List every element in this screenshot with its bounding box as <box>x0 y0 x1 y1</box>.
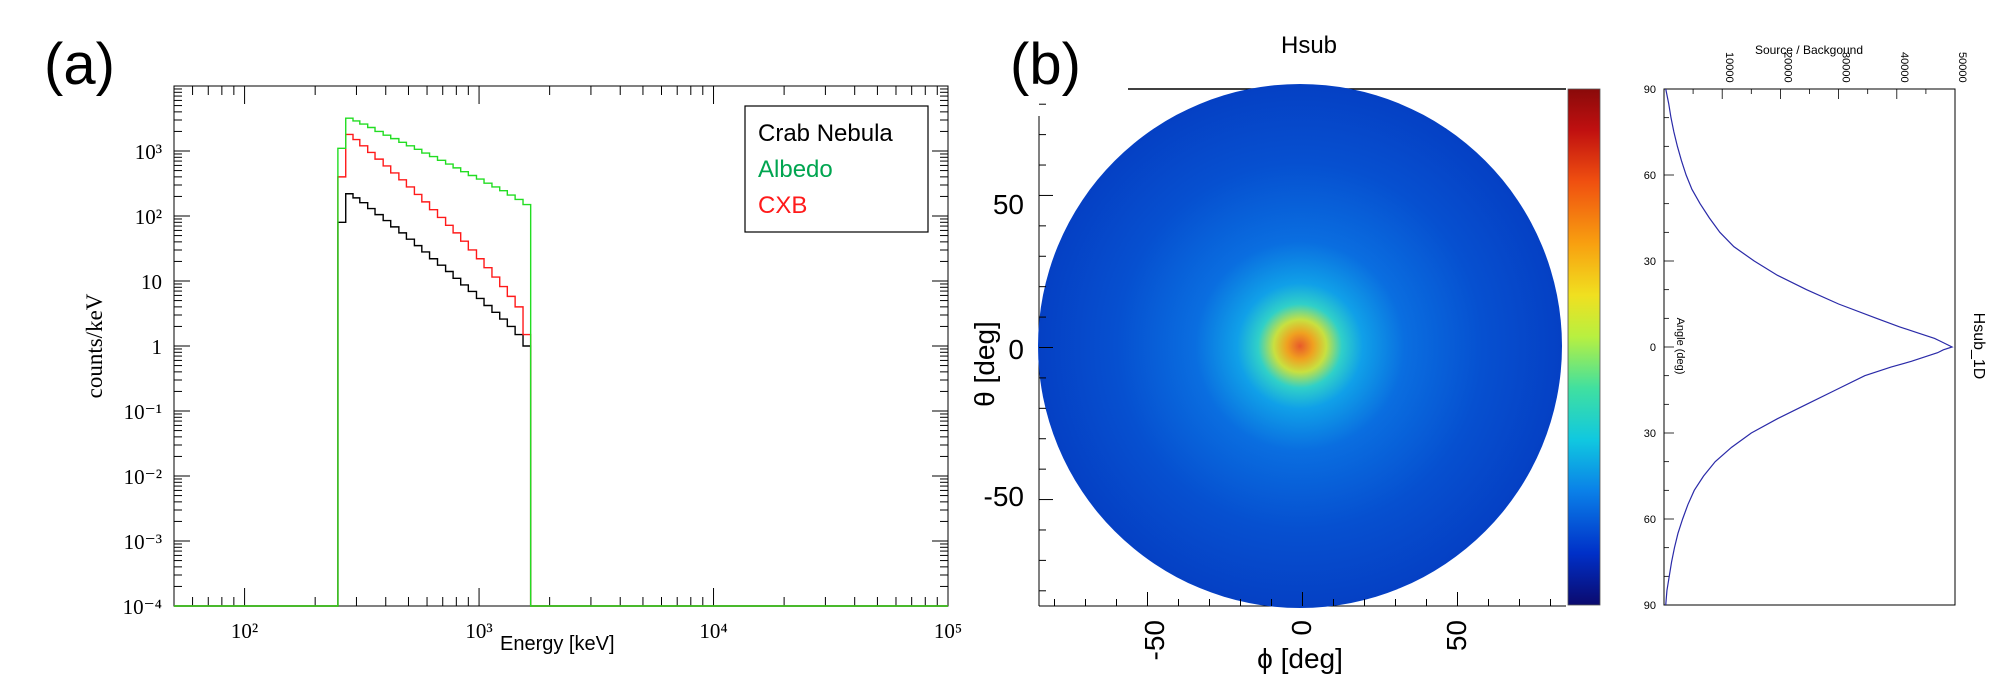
panel-a-y-axis-label: counts/keV <box>82 293 107 398</box>
heatmap-x-tick-50: 50 <box>1441 620 1472 651</box>
panel-label-a: (a) <box>44 32 115 97</box>
heatmap-x-tick-minus-50: -50 <box>1139 620 1170 660</box>
panel-a-y-tick-label: 10⁻¹ <box>124 400 162 424</box>
panel-a-y-tick-label: 10 <box>141 270 162 294</box>
panel-a-x-tick-label: 10² <box>231 619 258 643</box>
profile-frame <box>1663 88 1956 606</box>
panel-b-heatmap: Hsub 50 0 -50 -50 0 50 ϕ [deg] θ [deg] <box>969 32 1601 674</box>
panel-a-y-tick-label: 10⁻² <box>124 465 162 489</box>
series-albedo <box>174 117 948 607</box>
panel-a-x-axis-label: Energy [keV] <box>500 633 615 655</box>
profile-title: Hsub_1D <box>1970 313 1987 380</box>
panel-a-ticks <box>173 86 949 607</box>
profile-angle-axis-label: Angle (deg) <box>1674 318 1686 375</box>
panel-a-y-tick-label: 1 <box>152 335 163 359</box>
heatmap-x-tick-0: 0 <box>1286 620 1317 636</box>
series-crab-nebula <box>174 193 948 607</box>
profile-angle-tick-label: 90 <box>1644 84 1656 96</box>
heatmap-y-axis-label: θ [deg] <box>969 321 1000 407</box>
legend-entry-crab-nebula: Crab Nebula <box>758 120 893 147</box>
profile-value-tick-label: 10000 <box>1723 52 1735 83</box>
legend-box <box>744 105 929 233</box>
panel-a-x-tick-label: 10³ <box>465 619 492 643</box>
panel-a-y-tick-label: 10² <box>135 205 162 229</box>
heatmap-ticks <box>1039 103 1551 606</box>
profile-value-tick-label: 20000 <box>1781 52 1793 83</box>
profile-value-axis-label: Source / Backgound <box>1755 43 1863 57</box>
profile-angle-tick-label: 60 <box>1644 170 1656 182</box>
profile-angle-tick-label: 30 <box>1644 256 1656 268</box>
panel-a-legend: Crab Nebula Albedo CXB <box>744 105 929 233</box>
panel-a-series <box>174 117 948 607</box>
profile-angle-tick-label: 30 <box>1644 428 1656 440</box>
profile-angle-tick-label: 90 <box>1644 600 1656 612</box>
panel-a-y-tick-label: 10⁻⁴ <box>123 595 162 619</box>
panel-a-y-tick-labels: 10⁻⁴ 10⁻³ 10⁻² 10⁻¹ 1 10 10² 10³ <box>123 140 162 619</box>
panel-a-y-tick-label: 10³ <box>135 140 162 164</box>
profile-value-tick-label: 30000 <box>1840 52 1852 83</box>
profile-angle-tick-label: 60 <box>1644 514 1656 526</box>
series-hsub-1d <box>1665 88 1954 606</box>
legend-entry-albedo: Albedo <box>758 156 833 183</box>
panel-a-x-tick-label: 10⁵ <box>934 619 962 643</box>
heatmap-x-axis-label: ϕ [deg] <box>1257 643 1343 674</box>
profile-angle-tick-label: 0 <box>1650 342 1656 354</box>
profile-ticks <box>1663 88 1956 606</box>
panel-b-profile: 10000 20000 30000 40000 50000 90 60 30 0 30 6090 … <box>1644 43 1987 612</box>
panel-label-b: (b) <box>1010 32 1081 97</box>
profile-value-tick-labels: 10000 20000 30000 40000 50000 <box>1723 52 1968 83</box>
heatmap-disk <box>1038 84 1562 608</box>
panel-a-y-tick-label: 10⁻³ <box>124 530 162 554</box>
series-cxb <box>174 133 948 607</box>
legend-entry-cxb: CXB <box>758 192 807 219</box>
heatmap-y-tick-50: 50 <box>993 189 1024 220</box>
profile-value-tick-label: 50000 <box>1956 52 1968 83</box>
panel-a-x-tick-labels: 10² 10³ 10⁴ 10⁵ <box>231 619 962 643</box>
heatmap-y-tick-minus-50: -50 <box>984 481 1024 512</box>
panel-a-chart: 10⁻⁴ 10⁻³ 10⁻² 10⁻¹ 1 10 10² 10³ 10² 10³ 10⁴ 10⁵ E… <box>82 85 962 655</box>
profile-series <box>1665 88 1954 606</box>
heatmap-title: Hsub <box>1281 32 1337 59</box>
profile-angle-tick-labels: 90 60 30 0 30 60 90 <box>1644 84 1656 612</box>
heatmap-y-tick-0: 0 <box>1008 334 1024 365</box>
panel-a-x-tick-label: 10⁴ <box>699 619 727 643</box>
heatmap-colorbar <box>1567 88 1601 606</box>
profile-value-tick-label: 40000 <box>1898 52 1910 83</box>
